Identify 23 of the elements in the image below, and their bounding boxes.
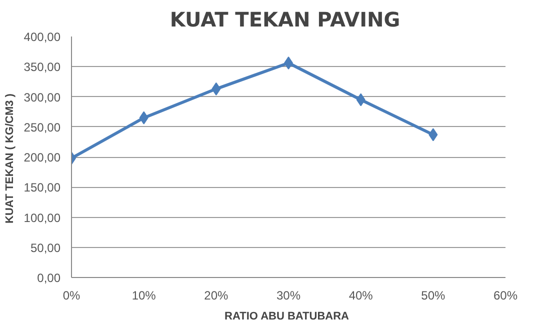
chart-title: KUAT TEKAN PAVING [170,8,400,32]
point [356,93,366,106]
point [212,82,221,96]
y-tick-label: 50,00 [30,240,61,255]
point [139,111,148,124]
x-tick-label: 10% [132,288,156,302]
y-tick-label: 400,00 [24,30,61,44]
y-tick-label: 300,00 [24,90,61,104]
x-tick-label: 0% [62,288,80,302]
y-tick-label: 150,00 [24,180,61,195]
y-tick-label: 200,00 [24,150,61,164]
y-tick-label: 100,00 [24,210,61,225]
x-tick-label: 50% [421,288,446,302]
x-axis-title: RATIO ABU BATUBARA [224,310,350,322]
y-tick-label: 250,00 [24,120,61,134]
x-tick-label: 60% [493,288,518,302]
y-tick-label: 350,00 [24,60,61,74]
y-tick-label: 0,00 [37,271,61,285]
x-tick-label: 20% [204,288,229,302]
x-tick-label: 30% [276,288,301,302]
x-tick-label: 40% [348,288,374,302]
y-axis-title: KUAT TEKAN ( KG/CM3 ) [4,93,16,224]
point [428,128,438,142]
